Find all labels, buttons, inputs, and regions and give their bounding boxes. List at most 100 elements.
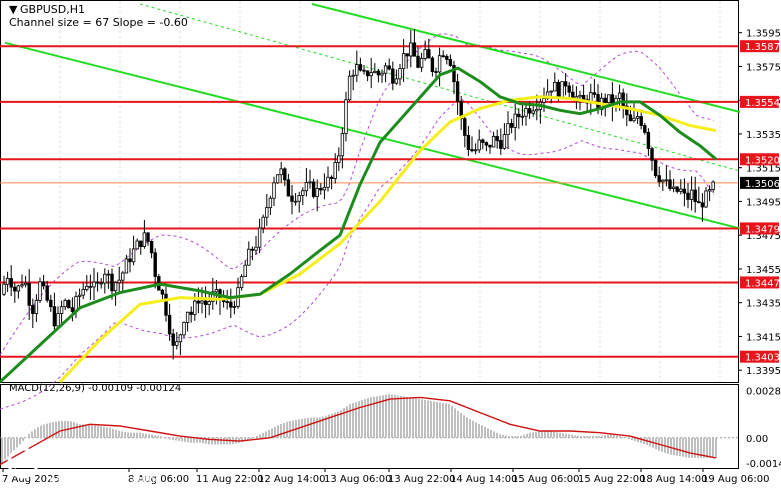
candle-body [45, 285, 49, 301]
candle-body [2, 283, 6, 295]
time-tick-label: 14 Aug 14:00 [450, 474, 517, 485]
candle-body [135, 240, 139, 250]
candle-body [247, 248, 251, 266]
candle-body [329, 176, 334, 179]
candle-body [369, 72, 373, 77]
candle-body [531, 110, 535, 114]
candle-body [308, 181, 312, 184]
candle-body [121, 272, 125, 281]
macd-tick-label: 0.00 [746, 434, 768, 445]
candle-body [495, 136, 499, 141]
level-label: 1.3554 [745, 98, 780, 109]
candle-body [373, 70, 377, 74]
candle-body [142, 232, 147, 247]
candle-body [128, 258, 132, 263]
price-tick-label: 1.3435 [746, 299, 781, 310]
candle-body [463, 118, 467, 136]
candle-body [5, 278, 10, 285]
candle-body [391, 68, 395, 84]
candle-body [337, 155, 341, 163]
candle-body [153, 252, 157, 277]
candle-body [171, 333, 175, 346]
candle-body [351, 74, 355, 77]
candle-body [232, 305, 237, 308]
candle-body [185, 311, 190, 323]
candle-body [394, 78, 399, 84]
price-tick-label: 1.3415 [746, 332, 781, 343]
macd-panel [0, 394, 738, 466]
candle-body [59, 306, 64, 314]
candle-body [52, 306, 57, 327]
candle-body [113, 282, 118, 292]
candle-body [175, 341, 179, 346]
candle-body [315, 188, 319, 197]
candle-body [131, 248, 136, 263]
macd-label: MACD(12,26,9) -0.00109 -0.00124 [9, 383, 181, 394]
time-tick-label: 13 Aug 22:00 [388, 474, 455, 485]
candle-body [333, 162, 337, 179]
candle-body [81, 289, 85, 296]
time-tick-label: 15 Aug 06:00 [512, 474, 579, 485]
candle-body [563, 81, 568, 87]
candle-body [56, 313, 60, 327]
candle-body [542, 98, 546, 103]
candle-body [387, 65, 391, 70]
candle-body [268, 197, 273, 209]
level-label-bg [740, 40, 779, 53]
channel-mid-line [139, 3, 741, 172]
candle-body [20, 284, 24, 287]
candle-body [650, 148, 654, 161]
candle-body [625, 105, 629, 116]
candle-body [31, 304, 35, 314]
candle-body [682, 188, 687, 194]
candle-body [517, 113, 521, 118]
candle-body [416, 55, 420, 68]
candle-body [293, 200, 298, 203]
candle-body [477, 139, 481, 151]
candle-body [124, 258, 129, 274]
candle-body [196, 300, 201, 304]
candle-body [85, 285, 89, 290]
time-tick-label: 11 Aug 22:00 [196, 474, 263, 485]
candle-body [445, 55, 449, 60]
candle-body [117, 279, 121, 284]
candle-body [664, 179, 669, 182]
candle-body [430, 57, 435, 72]
candle-body [311, 181, 316, 197]
channel-upper-line [311, 3, 741, 113]
candle-body [319, 188, 323, 191]
ma-yellow-line [58, 95, 717, 384]
candle-body [286, 179, 291, 197]
candle-body [434, 71, 438, 73]
candle-body [671, 186, 676, 189]
candle-body [77, 294, 82, 297]
candle-body [149, 241, 154, 254]
candle-body [200, 300, 204, 304]
candle-body [556, 81, 561, 98]
candle-body [275, 174, 280, 184]
candle-body [524, 108, 528, 117]
candle-body [16, 285, 21, 292]
candle-body [23, 282, 28, 286]
time-tick-label: 19 Aug 06:00 [702, 474, 769, 485]
price-tick-label: 1.3535 [746, 130, 781, 141]
candle-body [265, 207, 269, 218]
price-tick-label: 1.3595 [746, 29, 781, 40]
candle-body [103, 273, 107, 284]
candle-body [661, 179, 665, 183]
candle-body [297, 195, 301, 202]
candle-body [405, 53, 409, 57]
candle-body [88, 285, 93, 288]
time-axis: 7 Aug 2025 8 Aug 06:00 11 Aug 22:0012 Aug … [2, 468, 769, 485]
candle-body [581, 94, 586, 101]
candle-body [653, 159, 658, 177]
candle-body [711, 181, 715, 190]
candle-body [628, 114, 633, 122]
time-tick-label: 7 Aug 2025 [2, 474, 60, 485]
candle-body [401, 53, 406, 70]
candle-body [520, 115, 525, 118]
level-label-bg [740, 153, 779, 166]
candle-body [427, 49, 431, 59]
channel-info: Channel size = 67 Slope = -0.60 [9, 16, 188, 29]
